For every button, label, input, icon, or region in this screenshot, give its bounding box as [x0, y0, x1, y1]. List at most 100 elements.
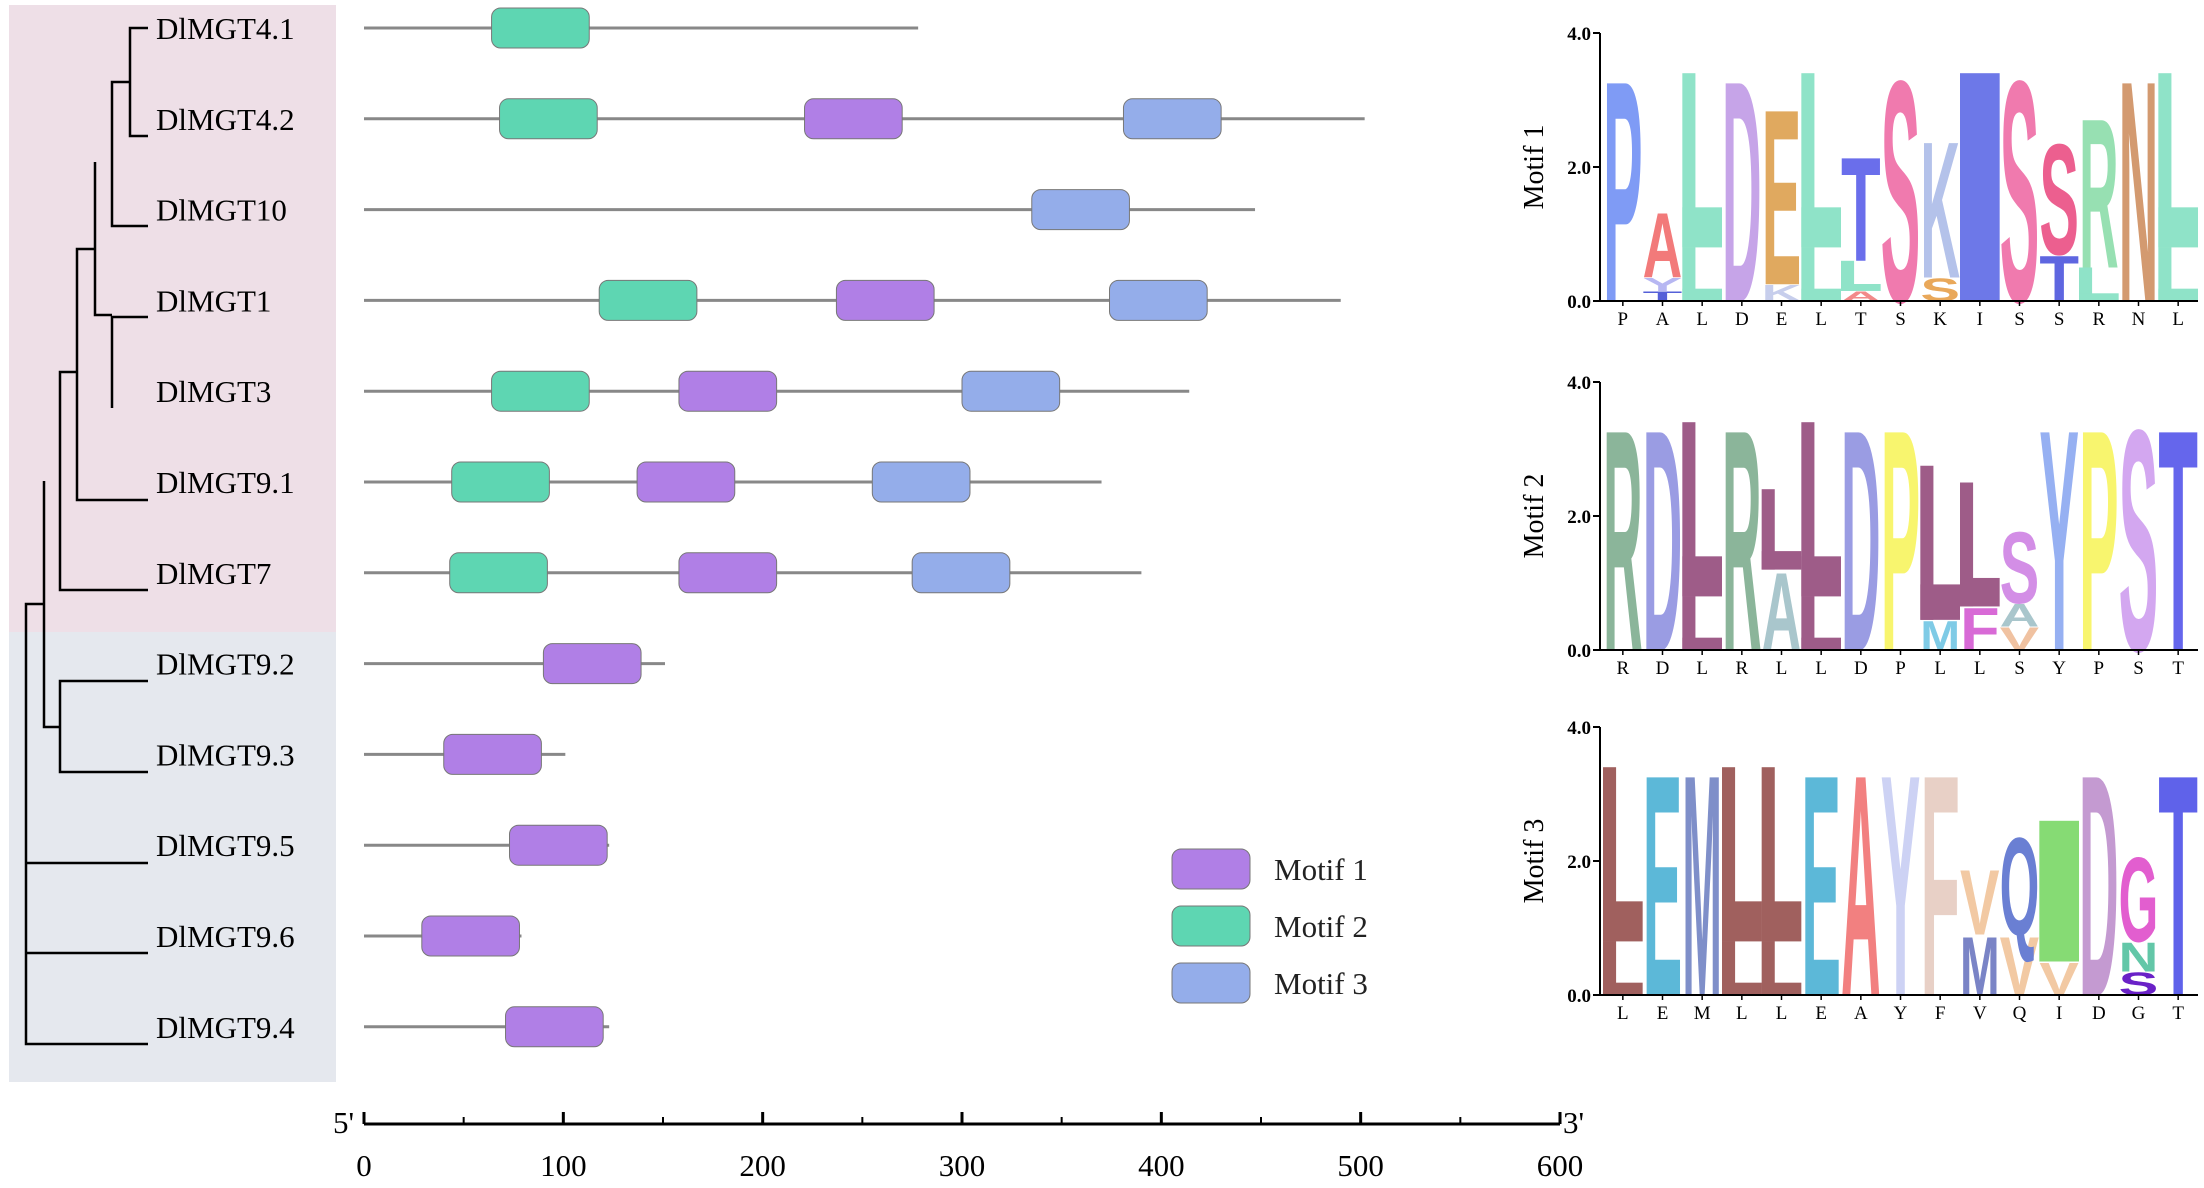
gene-row — [364, 552, 1142, 594]
gene-row — [364, 643, 665, 685]
five-prime-label: 5' — [333, 1105, 354, 1140]
logo-letter — [1761, 982, 1802, 995]
phylogenetic-tree — [24, 26, 148, 1046]
logo-letter: A — [2000, 597, 2040, 634]
logo-position-label: L — [1736, 1003, 1748, 1024]
logo-letter — [2039, 820, 2079, 962]
logo-y-tick-label: 4.0 — [1567, 373, 1591, 394]
gene-label: DlMGT9.6 — [156, 919, 295, 954]
gene-label: DlMGT10 — [156, 193, 287, 228]
logo-letter: S — [2000, 510, 2040, 625]
motif-3-box — [911, 552, 1011, 594]
x-tick-label: 100 — [540, 1148, 587, 1183]
logo-title: Motif 1 — [1519, 125, 1550, 210]
logo-letter: E — [1762, 57, 1802, 338]
legend-swatch-motif-3 — [1171, 962, 1251, 1004]
logo-position-label: S — [2054, 309, 2065, 330]
motif-3-box — [871, 461, 971, 503]
logo-letter: N — [2119, 935, 2159, 981]
logo-letter — [1801, 596, 1815, 650]
logo-title: Motif 2 — [1519, 474, 1550, 559]
gene-row — [364, 1006, 610, 1048]
logo-position-label: S — [2014, 658, 2025, 679]
logo-letter: S — [2000, 16, 2040, 369]
logo-y-tick-label: 2.0 — [1567, 852, 1591, 873]
logo-position-label: E — [1776, 309, 1788, 330]
x-tick-label: 300 — [939, 1148, 986, 1183]
gene-label: DlMGT9.2 — [156, 647, 295, 682]
logo-letter — [1682, 556, 1722, 597]
gene-label: DlMGT7 — [156, 556, 271, 591]
logo-position-label: A — [1854, 1003, 1868, 1024]
gene-labels: DlMGT4.1 DlMGT4.2 DlMGT10 DlMGT1 DlMGT3 DlMGT… — [156, 11, 295, 1045]
gene-label: DlMGT1 — [156, 283, 271, 318]
logo-y-tick-label: 0.0 — [1567, 986, 1591, 1007]
logo-letter — [1722, 941, 1736, 995]
logo-position-label: A — [1656, 309, 1670, 330]
gene-row — [364, 915, 522, 957]
motif-1-box — [804, 98, 903, 140]
logo-letter — [2158, 247, 2172, 301]
logo-position-label: I — [1977, 309, 1983, 330]
motif-2-box — [491, 7, 590, 49]
logo-position-label: G — [2132, 1003, 2146, 1024]
logo-letter — [1722, 767, 1736, 942]
gene-label: DlMGT9.4 — [156, 1010, 295, 1045]
logo-position-label: P — [1895, 658, 1906, 679]
logo-letter — [1682, 288, 1722, 301]
gene-row — [364, 189, 1256, 231]
logo-letter — [1722, 982, 1762, 995]
logo-letter — [1603, 982, 1643, 995]
logo-letter — [1682, 422, 1696, 597]
logo-position-label: E — [1815, 1003, 1827, 1024]
x-tick-label: 500 — [1337, 1148, 1384, 1183]
logo-position-label: D — [1656, 658, 1670, 679]
logo-letter — [1841, 284, 1881, 291]
logo-letter: M — [1682, 708, 1722, 1062]
logo-position-label: L — [1934, 658, 1946, 679]
logo-letter: A — [1643, 195, 1683, 299]
logo-letter: R — [2079, 76, 2119, 314]
motif-1-box — [636, 461, 736, 503]
logo-letter: Y — [1643, 274, 1683, 295]
logo-letter — [2079, 293, 2119, 301]
logo-y-tick-label: 4.0 — [1567, 718, 1591, 739]
logo-position-label: K — [1933, 309, 1947, 330]
gene-label: DlMGT4.2 — [156, 102, 295, 137]
logo-letter: D — [1841, 364, 1881, 718]
legend-label: Motif 2 — [1274, 909, 1368, 944]
legend-label: Motif 1 — [1274, 852, 1368, 887]
logo-letter — [1761, 901, 1802, 942]
logo-letter — [1801, 207, 1841, 248]
motif-3-box — [961, 370, 1061, 412]
legend-label: Motif 3 — [1274, 966, 1368, 1001]
motif-1-box — [443, 733, 542, 775]
logo-position-label: Y — [2052, 658, 2066, 679]
logo-y-tick-label: 0.0 — [1567, 641, 1591, 662]
logo-position-label: L — [1776, 658, 1788, 679]
logo-position-label: E — [1657, 1003, 1669, 1024]
logo-position-label: S — [2014, 309, 2025, 330]
logo-position-label: L — [1974, 658, 1986, 679]
gene-label: DlMGT3 — [156, 374, 271, 409]
logo-letter: D — [2079, 709, 2119, 1063]
logo-position-label: D — [1854, 658, 1868, 679]
logo-letter: D — [1643, 364, 1683, 718]
motif-3-box — [1109, 279, 1208, 321]
motif-3-box — [1122, 98, 1222, 140]
x-axis: 5' 3' 0 100 200 300 400 500 600 — [333, 1105, 1584, 1183]
logo-letter: N — [2119, 15, 2159, 369]
logo-letter: P — [1881, 365, 1921, 718]
motif-2-box — [499, 98, 598, 140]
logo-letter — [1960, 577, 2000, 607]
logo-letter: T — [1841, 127, 1881, 293]
logo-letter: T — [2158, 710, 2198, 1063]
logo-letter — [1920, 584, 1960, 620]
logo-letter — [1682, 73, 1696, 248]
logo-letter — [1801, 637, 1841, 650]
logo-position-label: L — [1815, 309, 1827, 330]
